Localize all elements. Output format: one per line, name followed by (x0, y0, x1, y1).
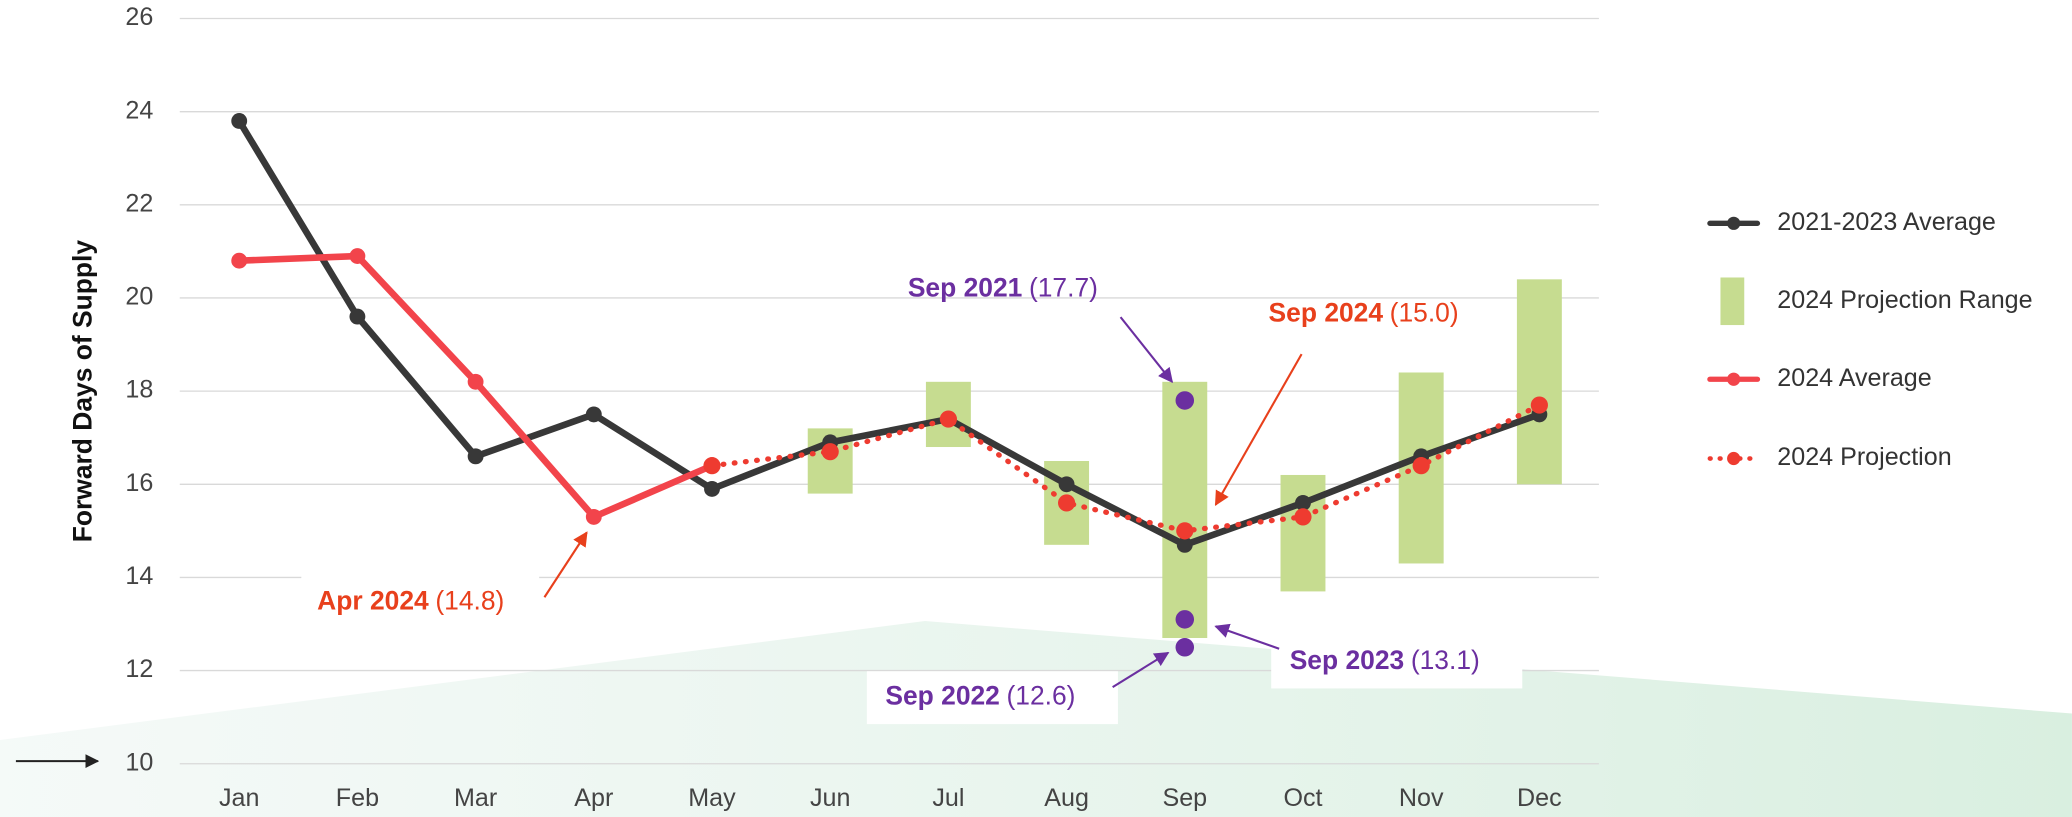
legend-swatch (1720, 277, 1745, 326)
projection-line (709, 402, 1543, 534)
range-bar (1516, 279, 1562, 485)
series-point (585, 406, 602, 423)
legend-dot (1727, 216, 1741, 230)
annotation: Sep 2024 (15.0) (1269, 297, 1459, 327)
y-axis-label: Forward Days of Supply (68, 240, 98, 543)
annotation-bold: Sep 2024 (1269, 297, 1384, 327)
series-point (1530, 396, 1548, 414)
range-bar (1162, 381, 1208, 638)
series-point (1294, 508, 1312, 526)
x-tick-label: Dec (1517, 784, 1562, 812)
series-point (939, 410, 957, 428)
annotation: Sep 2023 (13.1) (1290, 645, 1480, 675)
series-point (1176, 536, 1193, 553)
series-point (349, 248, 366, 264)
legend-label: 2024 Projection Range (1777, 286, 2032, 314)
y-tick-label: 22 (125, 189, 153, 217)
legend-label: 2024 Projection (1777, 443, 1951, 471)
x-tick-label: May (688, 784, 736, 812)
x-tick-label: Jan (219, 784, 259, 812)
range-bar (1280, 474, 1326, 592)
series-line (235, 117, 1543, 549)
legend-label: 2021-2023 Average (1777, 208, 1996, 236)
series-point (231, 113, 248, 129)
series-point (1295, 494, 1311, 511)
x-tick-label: Feb (336, 784, 379, 812)
y-tick-label: 12 (125, 655, 153, 683)
annotation-value: (17.7) (1029, 272, 1098, 302)
y-tick-label: 18 (125, 376, 153, 404)
highlight-point (1175, 638, 1195, 657)
annotation-value: (15.0) (1390, 297, 1459, 327)
x-tick-label: Nov (1399, 784, 1444, 812)
series-point (1058, 494, 1076, 512)
y-tick-label: 24 (125, 96, 153, 124)
annotation-arrow (1112, 651, 1170, 689)
annotation-arrow (1214, 623, 1280, 650)
series-point (703, 457, 721, 475)
series-point (704, 481, 720, 497)
x-tick-label: Mar (454, 784, 497, 812)
annotation-bold: Sep 2023 (1290, 645, 1405, 675)
annotation-arrow (543, 531, 588, 598)
series-point (1058, 476, 1075, 493)
annotation: Sep 2021 (17.7) (908, 272, 1098, 302)
x-tick-label: Oct (1283, 784, 1322, 812)
annotation: Apr 2024 (14.8) (317, 586, 504, 616)
annotation-arrow (1214, 353, 1303, 507)
legend-label: 2024 Average (1777, 364, 1931, 392)
series-point (585, 508, 602, 525)
annotation-value: (12.6) (1006, 681, 1075, 711)
annotation-box (1271, 635, 1523, 689)
series-point (467, 448, 484, 465)
highlight-point (1175, 391, 1195, 410)
highlight-point (1175, 610, 1195, 629)
x-tick-label: Jun (810, 784, 850, 812)
annotation-value: (14.8) (435, 586, 504, 616)
series-point (1412, 457, 1430, 475)
legend-dot (1727, 372, 1741, 386)
series-point (1176, 522, 1194, 540)
series-point (349, 308, 366, 325)
legend-dot (1727, 451, 1741, 466)
annotation-bold: Apr 2024 (317, 586, 429, 616)
x-tick-label: Jul (932, 784, 964, 812)
annotation-bold: Sep 2021 (908, 272, 1023, 302)
y-tick-label: 16 (125, 469, 153, 497)
x-tick-label: Aug (1044, 784, 1089, 812)
annotation: Sep 2022 (12.6) (885, 681, 1075, 711)
y-tick-label: 14 (125, 562, 153, 590)
series-point (467, 373, 484, 390)
x-tick-label: Apr (574, 784, 613, 812)
annotation-box (866, 671, 1118, 725)
annotation-arrow (1119, 316, 1174, 384)
x-tick-label: Sep (1162, 784, 1207, 812)
annotation-bold: Sep 2022 (885, 681, 1000, 711)
annotation-value: (13.1) (1411, 645, 1480, 675)
y-tick-label: 26 (125, 3, 153, 31)
y-tick-label: 20 (125, 283, 153, 311)
annotation-box (301, 576, 540, 629)
series-point (821, 443, 839, 461)
y-tick-label: 10 (125, 748, 153, 776)
series-point (231, 252, 248, 269)
